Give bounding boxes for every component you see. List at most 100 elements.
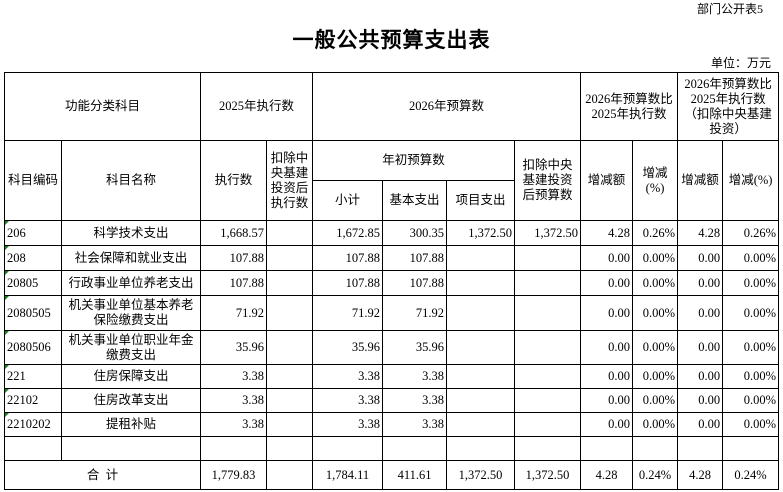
cell-subtotal: 107.88 bbox=[312, 245, 384, 271]
cell-code: 20805 bbox=[4, 270, 62, 296]
cell-exec-excl bbox=[266, 245, 314, 271]
empty-cell bbox=[266, 436, 314, 461]
total-label: 合 计 bbox=[3, 460, 202, 490]
table-body: 206 科学技术支出 1,668.57 1,672.85 300.35 1,372.50 1… bbox=[3, 220, 780, 490]
cell-chg: 0.00 bbox=[580, 245, 634, 271]
cell-budget-excl bbox=[514, 388, 582, 413]
cell-chg2: 0.00 bbox=[677, 364, 724, 389]
cell-basic: 3.38 bbox=[382, 412, 448, 437]
header-exec-excl: 扣除中央基建投资后执行数 bbox=[266, 140, 314, 221]
table-row: 2210202 提租补贴 3.38 3.38 3.38 0.00 0.00% 0.00 0.00… bbox=[4, 412, 780, 437]
cell-budget-excl bbox=[514, 270, 582, 296]
cell-exec-excl bbox=[266, 220, 314, 246]
header-initial-budget: 年初预算数 bbox=[312, 140, 516, 181]
header-subtotal: 小计 bbox=[312, 180, 384, 221]
cell-pct: 0.00% bbox=[632, 245, 679, 271]
empty-cell bbox=[200, 436, 268, 461]
empty-cell bbox=[677, 436, 724, 461]
table-row: 22102 住房改革支出 3.38 3.38 3.38 0.00 0.00% 0.00 0.00… bbox=[4, 388, 780, 413]
cell-name: 科学技术支出 bbox=[60, 220, 202, 246]
cell-budget-excl bbox=[514, 364, 582, 389]
total-row: 合 计 1,779.83 1,784.11 411.61 1,372.50 1,372.5… bbox=[3, 460, 780, 490]
total-chg: 4.28 bbox=[580, 460, 634, 490]
table-row: 2080506 机关事业单位职业年金缴费支出 35.96 35.96 35.96 0.00… bbox=[4, 330, 780, 365]
cell-pct2: 0.00% bbox=[722, 270, 780, 296]
cell-chg2: 4.28 bbox=[677, 220, 724, 246]
cell-exec-excl bbox=[266, 364, 314, 389]
cell-name: 住房改革支出 bbox=[60, 388, 202, 413]
cell-chg: 0.00 bbox=[580, 295, 634, 331]
cell-subtotal: 3.38 bbox=[312, 412, 384, 437]
cell-budget-excl bbox=[514, 295, 582, 331]
cell-basic: 71.92 bbox=[382, 295, 448, 331]
cell-pct2: 0.00% bbox=[722, 364, 780, 389]
cell-subtotal: 1,672.85 bbox=[312, 220, 384, 246]
cell-subtotal: 35.96 bbox=[312, 330, 384, 365]
cell-project bbox=[446, 245, 516, 271]
header-change-amt: 增减额 bbox=[580, 140, 634, 221]
cell-project bbox=[446, 330, 516, 365]
cell-pct2: 0.00% bbox=[722, 295, 780, 331]
empty-cell bbox=[722, 436, 780, 461]
cell-code: 206 bbox=[4, 220, 62, 246]
cell-name: 机关事业单位职业年金缴费支出 bbox=[60, 330, 202, 365]
cell-pct: 0.00% bbox=[632, 330, 679, 365]
header-exec: 执行数 bbox=[200, 140, 268, 221]
empty-cell bbox=[312, 436, 384, 461]
header-project: 项目支出 bbox=[446, 180, 516, 221]
cell-exec: 1,668.57 bbox=[200, 220, 268, 246]
cell-project: 1,372.50 bbox=[446, 220, 516, 246]
table-row: 206 科学技术支出 1,668.57 1,672.85 300.35 1,372.50 1… bbox=[4, 220, 780, 246]
cell-pct2: 0.00% bbox=[722, 330, 780, 365]
cell-basic: 3.38 bbox=[382, 364, 448, 389]
cell-basic: 300.35 bbox=[382, 220, 448, 246]
header-cmp-exec-excl: 2026年预算数比2025年执行数（扣除中央基建投资） bbox=[677, 72, 780, 141]
header-change-pct2: 增减(%) bbox=[722, 140, 780, 221]
table-row: 221 住房保障支出 3.38 3.38 3.38 0.00 0.00% 0.00 0.00% bbox=[4, 364, 780, 389]
cell-basic: 107.88 bbox=[382, 245, 448, 271]
cell-project bbox=[446, 388, 516, 413]
cell-pct2: 0.26% bbox=[722, 220, 780, 246]
cell-code: 208 bbox=[4, 245, 62, 271]
cell-chg2: 0.00 bbox=[677, 295, 724, 331]
empty-cell bbox=[446, 436, 516, 461]
cell-pct: 0.00% bbox=[632, 364, 679, 389]
cell-exec: 107.88 bbox=[200, 245, 268, 271]
cell-exec: 35.96 bbox=[200, 330, 268, 365]
cell-code: 221 bbox=[4, 364, 62, 389]
cell-chg: 4.28 bbox=[580, 220, 634, 246]
header-func-class: 功能分类科目 bbox=[3, 72, 202, 141]
cell-name: 社会保障和就业支出 bbox=[60, 245, 202, 271]
header-basic: 基本支出 bbox=[382, 180, 448, 221]
cell-chg2: 0.00 bbox=[677, 412, 724, 437]
total-basic: 411.61 bbox=[382, 460, 448, 490]
budget-expenditure-table: 功能分类科目 2025年执行数 2026年预算数 2026年预算数比2025年执… bbox=[3, 72, 780, 490]
cell-chg2: 0.00 bbox=[677, 270, 724, 296]
cell-chg: 0.00 bbox=[580, 270, 634, 296]
total-pct: 0.24% bbox=[632, 460, 679, 490]
cell-pct: 0.00% bbox=[632, 412, 679, 437]
cell-exec: 107.88 bbox=[200, 270, 268, 296]
cell-project bbox=[446, 412, 516, 437]
cell-budget-excl bbox=[514, 330, 582, 365]
table-row: 2080505 机关事业单位基本养老保险缴费支出 71.92 71.92 71.92 0.… bbox=[4, 295, 780, 331]
total-pct2: 0.24% bbox=[722, 460, 780, 490]
cell-chg: 0.00 bbox=[580, 388, 634, 413]
cell-pct2: 0.00% bbox=[722, 388, 780, 413]
cell-exec-excl bbox=[266, 388, 314, 413]
total-exec-excl bbox=[266, 460, 314, 490]
header-change-amt2: 增减额 bbox=[677, 140, 724, 221]
empty-cell bbox=[382, 436, 448, 461]
cell-subtotal: 107.88 bbox=[312, 270, 384, 296]
cell-pct2: 0.00% bbox=[722, 245, 780, 271]
cell-exec-excl bbox=[266, 412, 314, 437]
header-budget-2026: 2026年预算数 bbox=[312, 72, 582, 141]
cell-name: 提租补贴 bbox=[60, 412, 202, 437]
unit-label: 单位：万元 bbox=[710, 56, 771, 70]
cell-chg: 0.00 bbox=[580, 364, 634, 389]
cell-project bbox=[446, 270, 516, 296]
total-project: 1,372.50 bbox=[446, 460, 516, 490]
cell-project bbox=[446, 364, 516, 389]
cell-pct: 0.00% bbox=[632, 270, 679, 296]
cell-pct: 0.00% bbox=[632, 295, 679, 331]
